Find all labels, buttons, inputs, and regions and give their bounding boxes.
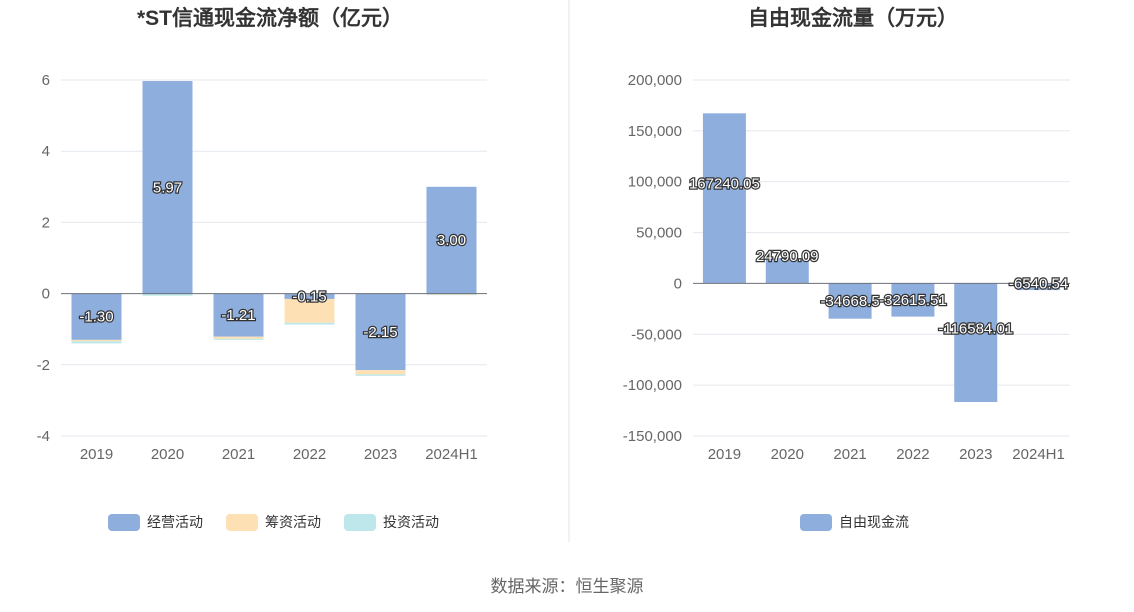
y-tick-label: 100,000: [628, 174, 682, 191]
c0-bar-投资活动-2021[interactable]: [213, 338, 264, 340]
y-tick-label: 200,000: [628, 72, 682, 89]
x-tick-label: 2019: [708, 446, 741, 463]
data-source-footer: 数据来源：恒生聚源: [491, 577, 644, 596]
y-tick-label: -100,000: [623, 377, 682, 394]
legend-swatch-投资活动[interactable]: [344, 514, 376, 531]
cash-flow-net-chart: *ST信通现金流净额（亿元） -4 -2 0 2 4 6 2019 2020 2021 2022 20…: [37, 6, 487, 531]
c0-bar-投资活动-2023[interactable]: [355, 374, 406, 376]
c0-bar-筹资活动-2024H1[interactable]: [426, 293, 477, 295]
chart-title: 自由现金流量（万元）: [748, 6, 958, 30]
x-tick-label: 2022: [896, 446, 929, 463]
c1-bar-自由现金流-2022[interactable]: [891, 283, 935, 317]
y-tick-label: -150,000: [623, 428, 682, 445]
data-label: -32615.51: [879, 292, 947, 309]
x-tick-label: 2019: [80, 446, 113, 463]
data-label: -1.30: [79, 309, 113, 326]
legend-swatch-自由现金流[interactable]: [800, 514, 832, 531]
y-tick-label: 0: [674, 275, 682, 292]
y-tick-label: 50,000: [636, 225, 682, 242]
legend-label[interactable]: 经营活动: [147, 514, 203, 530]
c0-bar-经营活动-2019[interactable]: [71, 293, 122, 340]
c0-bar-经营活动-2020[interactable]: [142, 81, 193, 294]
data-label: -0.15: [292, 289, 326, 306]
data-label: 5.97: [153, 179, 182, 196]
c1-bar-自由现金流-2021[interactable]: [828, 283, 872, 319]
c0-bar-筹资活动-2023[interactable]: [355, 370, 406, 375]
x-tick-label: 2020: [151, 446, 184, 463]
y-tick-label: -2: [37, 357, 50, 374]
legend-label[interactable]: 自由现金流: [839, 514, 909, 530]
y-tick-label: 150,000: [628, 123, 682, 140]
free-cash-flow-chart: 自由现金流量（万元） -150,000 -100,000 -50,000 0 50,000…: [623, 6, 1070, 531]
chart-title: *ST信通现金流净额（亿元）: [137, 6, 403, 30]
c0-bar-经营活动-2021[interactable]: [213, 293, 264, 337]
c0-bar-投资活动-2020[interactable]: [142, 293, 193, 296]
c0-bar-投资活动-2024H1[interactable]: [426, 294, 477, 296]
x-tick-label: 2023: [959, 446, 992, 463]
y-tick-label: 2: [42, 214, 50, 231]
legend-swatch-筹资活动[interactable]: [226, 514, 258, 531]
c0-bar-投资活动-2022[interactable]: [284, 322, 335, 325]
data-label: -2.15: [363, 324, 397, 341]
c0-bar-经营活动-2022[interactable]: [284, 293, 335, 299]
x-tick-label: 2023: [364, 446, 397, 463]
legend-label[interactable]: 投资活动: [383, 514, 439, 530]
x-tick-label: 2021: [222, 446, 255, 463]
x-tick-label: 2024H1: [425, 446, 478, 463]
data-label: -1.21: [221, 307, 255, 324]
c1-bar-自由现金流-2019[interactable]: [702, 113, 746, 284]
y-tick-label: 0: [42, 286, 50, 303]
y-tick-label: 4: [42, 143, 50, 160]
y-tick-label: 6: [42, 72, 50, 89]
c1-bar-自由现金流-2020[interactable]: [765, 258, 809, 284]
data-label: 3.00: [437, 232, 466, 249]
data-label: -6540.54: [1009, 275, 1068, 292]
c0-bar-经营活动-2024H1[interactable]: [426, 186, 477, 294]
data-label: -116584.01: [938, 320, 1013, 337]
x-tick-label: 2024H1: [1012, 446, 1065, 463]
legend-label[interactable]: 筹资活动: [265, 514, 321, 530]
c0-bar-筹资活动-2021[interactable]: [213, 336, 264, 339]
y-tick-label: -4: [37, 428, 50, 445]
data-label: -34668.5: [820, 293, 879, 310]
y-tick-label: -50,000: [631, 326, 682, 343]
x-tick-label: 2020: [771, 446, 804, 463]
legend-swatch-经营活动[interactable]: [108, 514, 140, 531]
x-tick-label: 2021: [833, 446, 866, 463]
c0-bar-投资活动-2019[interactable]: [71, 341, 122, 344]
data-label: 167240.05: [689, 175, 760, 192]
c0-bar-筹资活动-2022[interactable]: [284, 298, 335, 323]
c1-bar-自由现金流-2023[interactable]: [954, 283, 998, 403]
c0-bar-筹资活动-2019[interactable]: [71, 339, 122, 342]
x-tick-label: 2022: [293, 446, 326, 463]
data-label: 24790.09: [756, 248, 819, 265]
c1-bar-自由现金流-2024H1[interactable]: [1017, 283, 1061, 291]
c0-bar-经营活动-2023[interactable]: [355, 293, 406, 371]
